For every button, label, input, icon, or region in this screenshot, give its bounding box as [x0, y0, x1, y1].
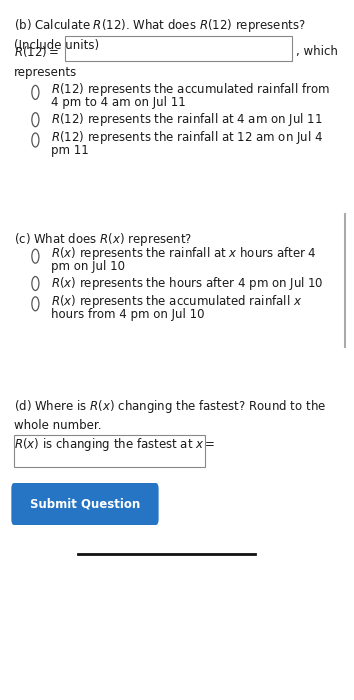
Text: 4 pm to 4 am on Jul 11: 4 pm to 4 am on Jul 11: [51, 97, 186, 109]
Text: (d) Where is $R(x)$ changing the fastest? Round to the
whole number.
$R(x)$ is c: (d) Where is $R(x)$ changing the fastest…: [14, 398, 326, 454]
Circle shape: [32, 297, 39, 311]
Circle shape: [32, 85, 39, 99]
Text: Submit Question: Submit Question: [30, 498, 140, 510]
Circle shape: [32, 249, 39, 263]
Text: (b) Calculate $R(12)$. What does $R(12)$ represents?
(Include units): (b) Calculate $R(12)$. What does $R(12)$…: [14, 18, 306, 52]
Text: $R(12) =$: $R(12) =$: [14, 43, 59, 59]
Circle shape: [32, 276, 39, 290]
Circle shape: [32, 133, 39, 147]
Text: represents: represents: [14, 66, 78, 79]
FancyBboxPatch shape: [11, 483, 159, 525]
Text: hours from 4 pm on Jul 10: hours from 4 pm on Jul 10: [51, 308, 205, 321]
Text: $R(12)$ represents the rainfall at 4 am on Jul 11: $R(12)$ represents the rainfall at 4 am …: [51, 111, 323, 128]
Text: $R(12)$ represents the accumulated rainfall from: $R(12)$ represents the accumulated rainf…: [51, 81, 330, 98]
Text: pm on Jul 10: pm on Jul 10: [51, 260, 125, 273]
Text: $R(x)$ represents the accumulated rainfall $x$: $R(x)$ represents the accumulated rainfa…: [51, 293, 303, 309]
FancyBboxPatch shape: [14, 435, 205, 467]
Text: $R(x)$ represents the hours after 4 pm on Jul 10: $R(x)$ represents the hours after 4 pm o…: [51, 275, 324, 292]
Text: (c) What does $R(x)$ represent?: (c) What does $R(x)$ represent?: [14, 231, 192, 248]
Text: , which: , which: [296, 45, 337, 57]
Text: $R(x)$ represents the rainfall at $x$ hours after 4: $R(x)$ represents the rainfall at $x$ ho…: [51, 245, 317, 262]
Circle shape: [32, 113, 39, 127]
Text: pm 11: pm 11: [51, 144, 89, 157]
FancyBboxPatch shape: [65, 36, 292, 61]
Text: $R(12)$ represents the rainfall at 12 am on Jul 4: $R(12)$ represents the rainfall at 12 am…: [51, 129, 323, 146]
